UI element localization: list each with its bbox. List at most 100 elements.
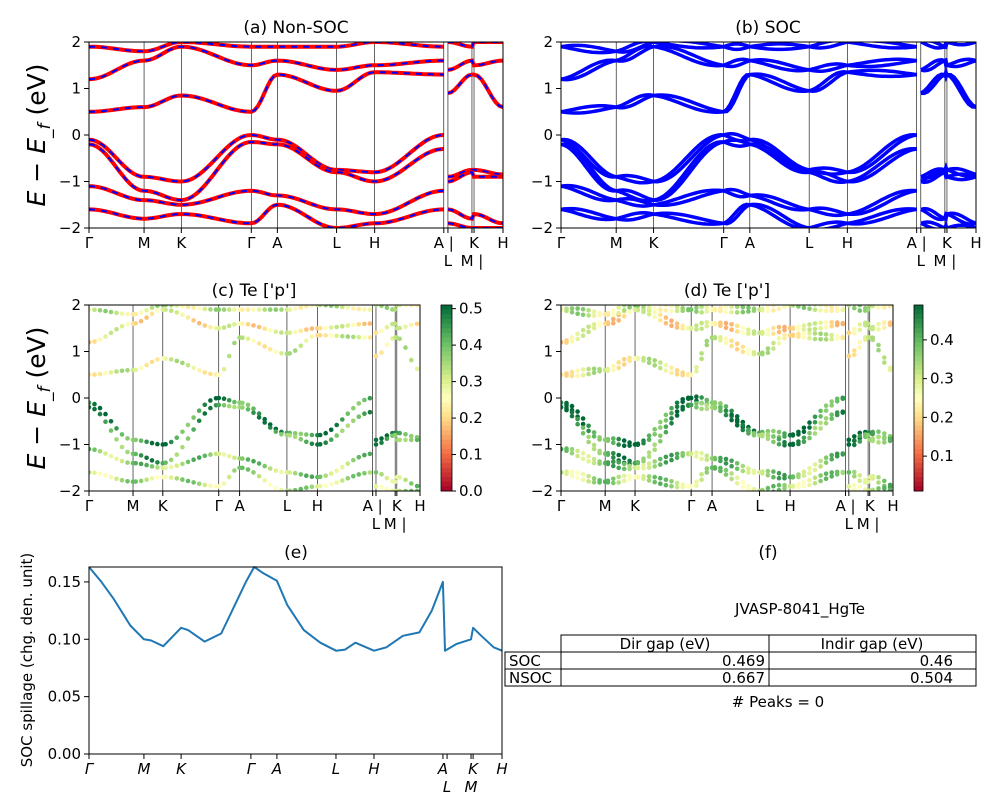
scatter-point [356,322,362,327]
scatter-point [723,461,729,466]
colorbar-segment [441,318,452,325]
scatter-point [403,324,408,330]
scatter-point [641,438,646,444]
scatter-point [812,475,818,481]
colorbar-segment [914,449,923,455]
scatter-point [680,305,685,311]
scatter-point [611,455,616,460]
scatter-point [699,310,704,315]
scatter-point [611,480,616,486]
scatter-point [561,470,564,475]
scatter-point [89,405,92,410]
scatter-point [586,453,591,459]
scatter-point [729,305,734,310]
scatter-point [397,437,403,443]
scatter-point [740,344,746,350]
scatter-point [776,429,782,435]
scatter-point [882,486,887,491]
scatter-point [605,366,611,372]
scatter-point [723,336,729,341]
scatter-point [669,323,674,329]
scatter-point [564,469,569,475]
scatter-point [882,431,887,436]
scatter-point [580,472,586,477]
scatter-point [658,307,663,313]
scatter-point [163,305,168,308]
scatter-point [771,474,776,480]
scatter-point [663,454,669,460]
panel-a-ylabel: E − E_f (eV) [22,64,55,207]
scatter-point [718,455,723,461]
x-tick-label: H [842,234,853,252]
scatter-point [586,366,591,372]
scatter-point [694,309,699,314]
scatter-point [591,322,597,327]
scatter-point [740,305,746,310]
scatter-point [208,371,213,377]
scatter-point [251,458,256,464]
band-line-dashed [89,71,444,113]
scatter-point [362,335,367,340]
scatter-point [734,480,740,486]
scatter-point [133,367,138,373]
scatter-point [89,446,92,452]
scatter-point [575,311,580,317]
scatter-point [829,308,834,314]
scatter-point [823,455,829,461]
scatter-point [611,321,616,326]
x-tick-label: L [755,497,764,515]
scatter-point [857,433,863,439]
colorbar-segment [441,453,452,459]
scatter-point [723,309,729,315]
scatter-point [340,464,345,470]
scatter-point [782,431,787,436]
scatter-point [760,350,765,356]
scatter-point [97,308,103,313]
scatter-point [704,470,710,475]
scatter-point [829,305,834,310]
scatter-point [771,489,776,491]
scatter-point [635,307,641,312]
panel-b-bands [561,42,976,228]
colorbar-segment [914,453,923,459]
band-line [561,183,917,216]
colorbar-segment [914,309,923,315]
scatter-point [846,442,852,447]
y-tick-label: −2 [59,219,81,237]
scatter-point [740,325,746,331]
x-tick-label: A | [363,497,383,515]
scatter-point [323,483,329,488]
x-tick-label: A [745,234,756,252]
scatter-point [658,365,663,371]
colorbar-segment [914,351,923,357]
scatter-point [138,365,144,371]
scatter-point [663,412,669,418]
scatter-point [746,351,751,356]
colorbar-tick-label: 0.0 [459,482,483,500]
scatter-point [652,427,657,432]
colorbar-segment [441,337,452,343]
scatter-point [718,405,723,411]
colorbar-segment [914,370,923,376]
scatter-point [262,326,268,332]
scatter-point [812,467,818,473]
scatter-point [876,475,881,480]
x-tick-label: H [414,497,425,515]
scatter-point [569,373,575,379]
x-tick-label: M | [461,252,484,270]
colorbar-segment [441,356,452,362]
scatter-point [345,476,351,481]
scatter-point [133,451,138,457]
y-tick-label: 0.05 [48,688,81,706]
scatter-point [328,427,334,433]
scatter-point [611,451,616,456]
scatter-point [384,433,390,438]
scatter-point [674,480,680,486]
scatter-point [611,463,616,469]
scatter-point [155,460,160,465]
scatter-point [616,305,621,310]
colorbar-segment [914,444,923,450]
scatter-point [409,322,414,328]
colorbar-segment [441,402,452,408]
